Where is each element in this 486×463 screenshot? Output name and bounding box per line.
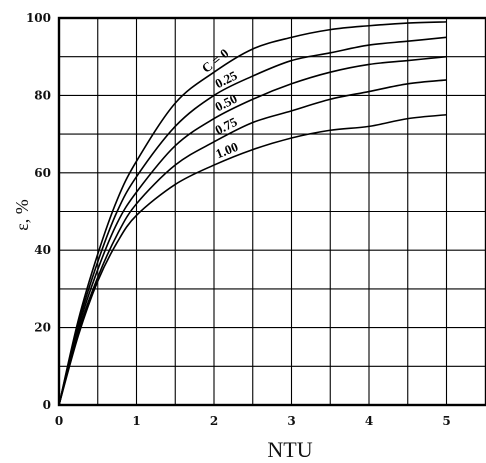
- x-tick-label: 2: [210, 414, 218, 428]
- y-tick-label: 0: [43, 398, 51, 412]
- y-tick-label: 80: [34, 88, 51, 102]
- x-tick-label: 0: [55, 414, 63, 428]
- y-tick-label: 40: [34, 243, 51, 257]
- x-tick-label: 1: [132, 414, 140, 428]
- x-tick-label: 5: [442, 414, 450, 428]
- curve-0-75: [58, 79, 447, 406]
- curve-label: 1.00: [213, 139, 240, 161]
- curve-0-25: [58, 36, 447, 406]
- curve-0-50: [58, 55, 447, 406]
- y-tick-label: 20: [34, 321, 51, 335]
- y-axis-title: ε, %: [12, 199, 32, 231]
- curve-1-00: [58, 113, 447, 406]
- curve-labels: C = 00.250.500.751.00: [199, 45, 240, 161]
- x-axis-title: NTU: [267, 437, 312, 462]
- x-tick-label: 4: [365, 414, 373, 428]
- x-tick-labels: 0 1 2 3 4 5: [55, 414, 451, 428]
- grid: [59, 18, 486, 405]
- y-tick-labels: 0 20 40 60 80 100: [26, 11, 51, 412]
- x-tick-label: 3: [287, 414, 295, 428]
- y-tick-label: 60: [34, 166, 51, 180]
- curves: [58, 21, 447, 406]
- plot-frame: [57, 16, 486, 407]
- curve-C-0: [58, 21, 447, 406]
- y-tick-label: 100: [26, 11, 51, 25]
